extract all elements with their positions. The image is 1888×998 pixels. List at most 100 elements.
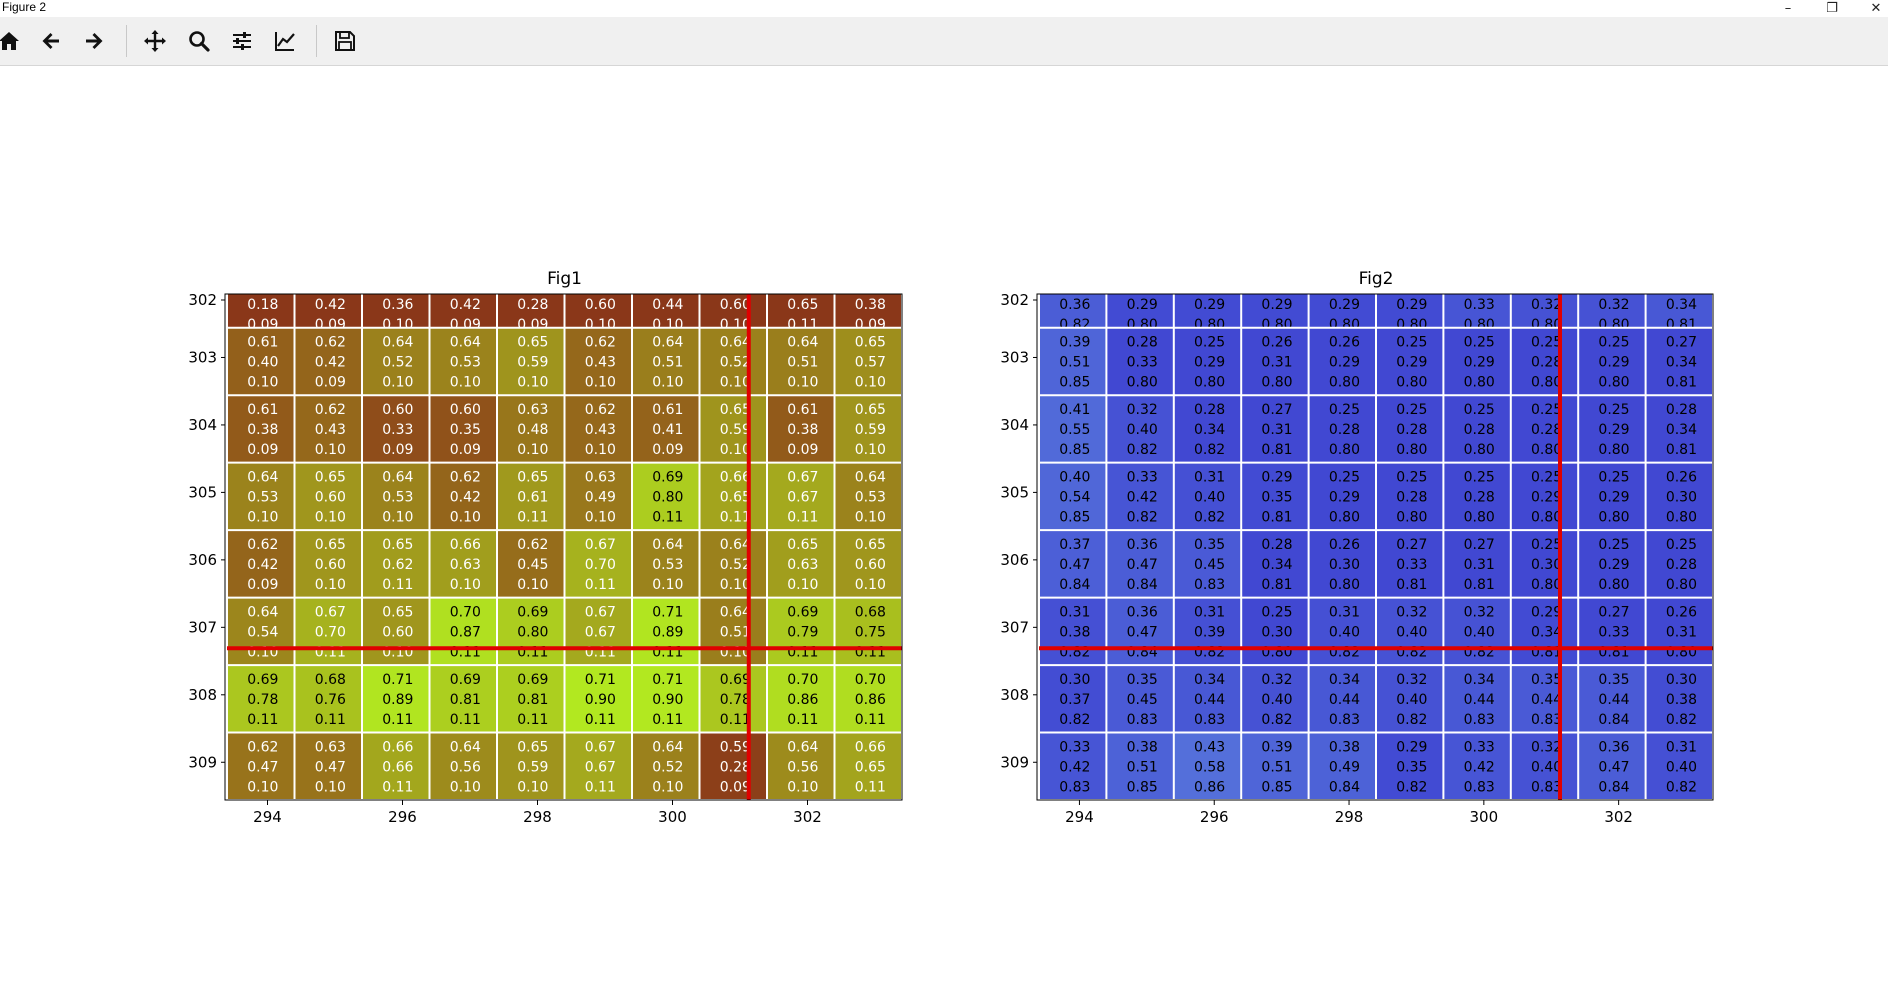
cell-value-label: 0.40 [1329, 624, 1360, 640]
cell-value-label: 0.31 [1194, 604, 1225, 620]
cell-value-label: 0.25 [1598, 469, 1629, 485]
cell-value-label: 0.62 [450, 469, 481, 485]
configure-subplots-button[interactable] [227, 27, 257, 55]
cell-value-label: 0.26 [1329, 334, 1360, 350]
heatmap-cell [1645, 294, 1713, 328]
cell-value-label: 0.78 [720, 692, 751, 708]
heatmap-cell [429, 294, 497, 328]
cell-value-label: 0.43 [315, 422, 346, 438]
heatmap-cell [632, 395, 700, 463]
x-tick-label: 300 [658, 808, 687, 826]
heatmap-cell [632, 327, 700, 396]
edit-axis-button[interactable] [270, 27, 300, 55]
cell-value-label: 0.69 [247, 672, 278, 688]
cell-value-label: 0.10 [315, 577, 346, 593]
heatmap-cell [1578, 462, 1646, 531]
cell-value-label: 0.09 [787, 442, 818, 458]
heatmap-cell [1039, 294, 1107, 328]
heatmap-cell [1106, 597, 1174, 666]
cell-value-label: 0.60 [382, 624, 413, 640]
cell-value-label: 0.87 [450, 624, 481, 640]
pan-button[interactable] [140, 27, 170, 55]
x-tick-label: 296 [1200, 808, 1229, 826]
cell-value-label: 0.28 [1464, 422, 1495, 438]
cell-value-label: 0.53 [652, 557, 683, 573]
cell-value-label: 0.29 [1194, 354, 1225, 370]
axes-frame [224, 293, 903, 801]
cell-value-label: 0.68 [855, 604, 886, 620]
cell-value-label: 0.57 [855, 354, 886, 370]
cell-value-label: 0.31 [1666, 624, 1697, 640]
cell-value-label: 0.63 [315, 739, 346, 755]
cell-value-label: 0.81 [1666, 374, 1697, 390]
cell-value-label: 0.51 [1261, 759, 1292, 775]
cell-value-label: 0.28 [720, 759, 751, 775]
cell-value-label: 0.10 [517, 442, 548, 458]
heatmap-cell [1241, 327, 1309, 396]
heatmap-cell [1376, 597, 1444, 666]
cell-value-label: 0.60 [585, 297, 616, 313]
cell-value-label: 0.71 [652, 672, 683, 688]
cell-value-label: 0.11 [720, 509, 751, 525]
cell-value-label: 0.85 [1059, 509, 1090, 525]
cell-value-label: 0.28 [1666, 557, 1697, 573]
cell-value-label: 0.29 [1261, 297, 1292, 313]
y-tick-label: 302 [188, 291, 217, 309]
cell-value-label: 0.48 [517, 422, 548, 438]
cell-value-label: 0.09 [450, 442, 481, 458]
cell-value-label: 0.64 [450, 334, 481, 350]
y-tick-label: 304 [188, 416, 217, 434]
cell-value-label: 0.41 [1059, 402, 1090, 418]
cell-value-label: 0.10 [652, 577, 683, 593]
cell-value-label: 0.76 [315, 692, 346, 708]
cell-value-label: 0.31 [1464, 557, 1495, 573]
heatmap-cell [1241, 294, 1309, 328]
heatmap-cell [497, 732, 565, 800]
heatmap-cell [1039, 462, 1107, 531]
cell-value-label: 0.37 [1059, 537, 1090, 553]
y-tick-label: 308 [188, 686, 217, 704]
home-button[interactable] [0, 27, 24, 55]
forward-button[interactable] [79, 27, 109, 55]
cell-value-label: 0.69 [517, 672, 548, 688]
cell-value-label: 0.82 [1127, 509, 1158, 525]
cell-value-label: 0.52 [382, 354, 413, 370]
restore-button[interactable]: ❐ [1826, 0, 1838, 16]
heatmap-cell [1510, 597, 1579, 666]
cell-value-label: 0.28 [1396, 489, 1427, 505]
heatmap-cell [767, 327, 835, 396]
cell-value-label: 0.25 [1329, 402, 1360, 418]
cell-value-label: 0.32 [1464, 604, 1495, 620]
save-button[interactable] [330, 27, 360, 55]
cell-value-label: 0.42 [1127, 489, 1158, 505]
minimize-button[interactable]: – [1784, 0, 1792, 16]
cell-value-label: 0.80 [1598, 442, 1629, 458]
cell-value-label: 0.44 [1329, 692, 1360, 708]
cell-value-label: 0.52 [720, 354, 751, 370]
cell-value-label: 0.10 [855, 509, 886, 525]
close-button[interactable]: ✕ [1870, 0, 1882, 16]
heatmap-cell [227, 294, 295, 328]
heatmap-cell [429, 462, 497, 531]
cell-value-label: 0.53 [247, 489, 278, 505]
cell-value-label: 0.30 [1059, 672, 1090, 688]
back-button[interactable] [36, 27, 66, 55]
cell-value-label: 0.33 [1464, 739, 1495, 755]
x-tick-label: 300 [1470, 808, 1499, 826]
cell-value-label: 0.84 [1127, 577, 1158, 593]
cell-value-label: 0.11 [652, 509, 683, 525]
cell-value-label: 0.10 [450, 374, 481, 390]
zoom-button[interactable] [184, 27, 214, 55]
cell-value-label: 0.40 [1261, 692, 1292, 708]
cell-value-label: 0.75 [855, 624, 886, 640]
heatmap-cell [834, 395, 902, 463]
cell-value-label: 0.69 [652, 469, 683, 485]
cell-value-label: 0.80 [1666, 509, 1697, 525]
cell-value-label: 0.67 [315, 604, 346, 620]
cell-value-label: 0.10 [855, 374, 886, 390]
heatmap-cell [632, 597, 700, 666]
cell-value-label: 0.10 [787, 374, 818, 390]
cell-value-label: 0.67 [585, 604, 616, 620]
cell-value-label: 0.26 [1329, 537, 1360, 553]
